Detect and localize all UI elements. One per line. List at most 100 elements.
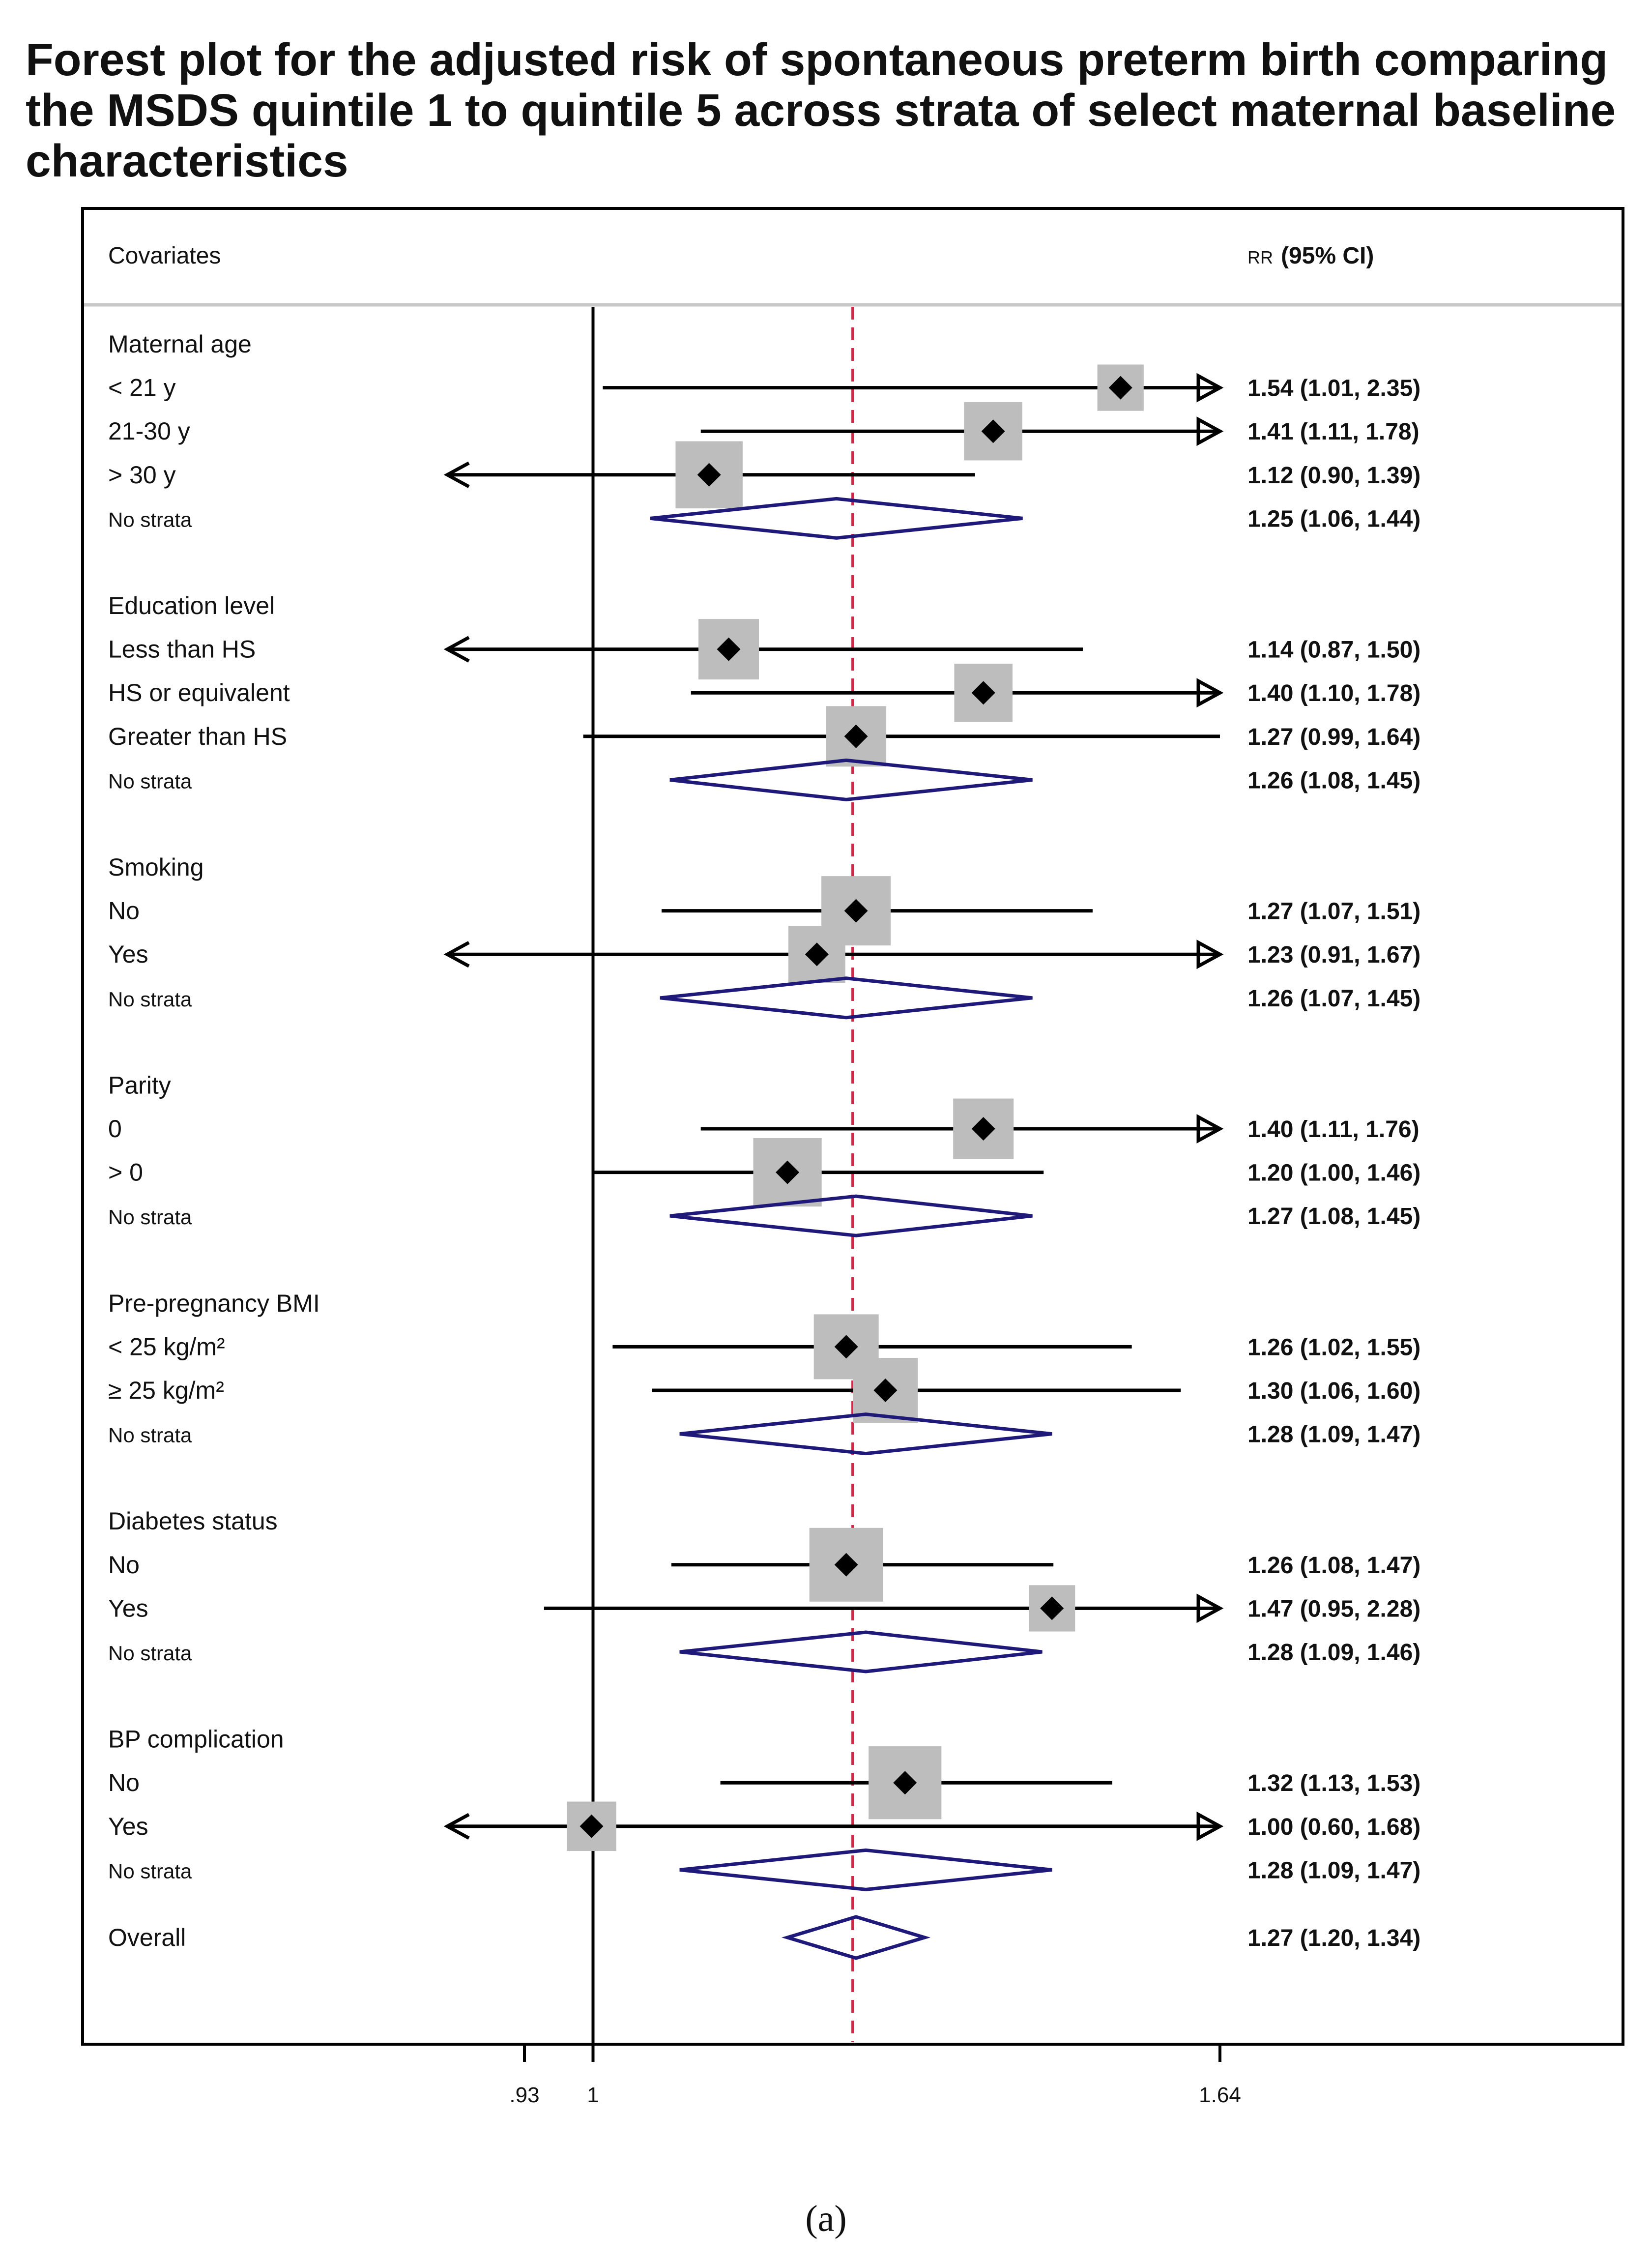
rr-ci-value: 1.32 (1.13, 1.53) [1247, 1770, 1420, 1796]
row-label: Yes [108, 1813, 148, 1840]
figure-caption: (a) [805, 2198, 847, 2239]
rr-ci-value: 1.14 (0.87, 1.50) [1247, 637, 1420, 663]
group-heading: BP complication [108, 1726, 284, 1753]
point-estimate [1108, 376, 1132, 400]
pooled-diamond [669, 758, 1033, 801]
ci-arrow-right [1196, 373, 1224, 403]
forest-row-1: Maternal age [108, 330, 252, 358]
rr-ci-value: 1.20 (1.00, 1.46) [1247, 1160, 1420, 1186]
forest-row-13: Yes 1.23 (0.91, 1.67) [108, 926, 1420, 983]
ci-arrow-right [1196, 678, 1224, 708]
row-label: 0 [108, 1115, 122, 1143]
row-label: No [108, 897, 140, 925]
header-rr-ci: RR (95% CI) [1247, 243, 1374, 269]
forest-row-5: No strata 1.25 (1.06, 1.44) [108, 497, 1420, 540]
row-label: No strata [108, 1642, 192, 1665]
group-heading: Parity [108, 1071, 171, 1099]
row-label: < 25 kg/m² [108, 1333, 225, 1360]
ci-arrow-left [443, 636, 470, 663]
forest-row-31: Overall 1.27 (1.20, 1.34) [108, 1915, 1420, 1960]
point-estimate [971, 1117, 995, 1141]
rr-ci-value: 1.23 (0.91, 1.67) [1247, 942, 1420, 968]
x-tick-label: 1.64 [1199, 2083, 1241, 2107]
point-estimate [834, 1335, 858, 1359]
group-heading: Smoking [108, 853, 204, 881]
point-estimate [981, 419, 1005, 443]
forest-row-16: 0 1.40 (1.11, 1.76) [108, 1098, 1420, 1159]
forest-row-19: Pre-pregnancy BMI [108, 1290, 320, 1317]
row-label: Overall [108, 1924, 186, 1951]
ci-arrow-right [1196, 1114, 1224, 1144]
ci-arrow-left [443, 1813, 470, 1840]
forest-row-27: BP complication [108, 1726, 284, 1753]
row-label: No [108, 1769, 140, 1796]
rr-ci-value: 1.26 (1.07, 1.45) [1247, 986, 1420, 1012]
forest-row-17: > 0 1.20 (1.00, 1.46) [108, 1138, 1420, 1207]
forest-row-3: 21-30 y 1.41 (1.11, 1.78) [108, 402, 1420, 461]
rr-ci-value: 1.12 (0.90, 1.39) [1247, 463, 1420, 489]
point-estimate [971, 681, 995, 705]
point-estimate [834, 1553, 858, 1577]
rr-ci-value: 1.00 (0.60, 1.68) [1247, 1814, 1420, 1840]
forest-row-30: No strata 1.28 (1.09, 1.47) [108, 1848, 1420, 1891]
forest-row-11: Smoking [108, 853, 204, 881]
row-label: > 30 y [108, 461, 176, 489]
ci-arrow-right [1196, 1593, 1224, 1623]
row-label: No strata [108, 769, 192, 793]
ci-arrow-left [443, 941, 470, 968]
forest-rows: Maternal age< 21 y 1.54 (1.01, 2.35)21-30… [108, 330, 1420, 1960]
rr-ci-value: 1.26 (1.08, 1.47) [1247, 1553, 1420, 1579]
forest-row-23: Diabetes status [108, 1507, 278, 1535]
point-estimate [844, 899, 868, 923]
row-label: < 21 y [108, 374, 176, 402]
rr-ci-value: 1.30 (1.06, 1.60) [1247, 1378, 1420, 1404]
row-label: > 0 [108, 1159, 143, 1186]
forest-row-24: No 1.26 (1.08, 1.47) [108, 1527, 1420, 1602]
rr-ci-value: 1.26 (1.02, 1.55) [1247, 1334, 1420, 1360]
plot-border [81, 207, 1624, 2046]
point-estimate [805, 942, 829, 967]
row-label: 21-30 y [108, 417, 190, 445]
row-label: Yes [108, 940, 148, 968]
group-heading: Pre-pregnancy BMI [108, 1290, 320, 1317]
forest-row-10: No strata 1.26 (1.08, 1.45) [108, 758, 1420, 801]
row-label: Yes [108, 1594, 148, 1622]
point-estimate [776, 1160, 800, 1184]
forest-row-9: Greater than HS 1.27 (0.99, 1.64) [108, 706, 1420, 767]
rr-ci-value: 1.28 (1.09, 1.47) [1247, 1857, 1420, 1883]
rr-ci-value: 1.54 (1.01, 2.35) [1247, 376, 1420, 402]
pooled-diamond [679, 1412, 1052, 1456]
overall-diamond [781, 1915, 931, 1960]
pooled-diamond [679, 1848, 1052, 1891]
forest-row-29: Yes 1.00 (0.60, 1.68) [108, 1801, 1420, 1851]
header-ci-label: (95% CI) [1281, 243, 1374, 269]
row-label: No strata [108, 988, 192, 1011]
forest-row-8: HS or equivalent 1.40 (1.10, 1.78) [108, 663, 1420, 722]
group-heading: Education level [108, 592, 275, 619]
rr-ci-value: 1.27 (1.08, 1.45) [1247, 1204, 1420, 1230]
point-estimate [717, 637, 741, 661]
pooled-diamond [679, 1630, 1043, 1674]
forest-row-15: Parity [108, 1071, 171, 1099]
rr-ci-value: 1.28 (1.09, 1.46) [1247, 1640, 1420, 1666]
forest-row-26: No strata 1.28 (1.09, 1.46) [108, 1630, 1420, 1674]
row-label: HS or equivalent [108, 679, 290, 706]
plot-frame: Covariates RR (95% CI) [81, 207, 1624, 2046]
row-label: Greater than HS [108, 723, 287, 750]
ci-arrow-right [1196, 416, 1224, 446]
reference-lines [591, 307, 854, 2044]
forest-row-7: Less than HS 1.14 (0.87, 1.50) [108, 619, 1420, 680]
point-estimate [1040, 1596, 1064, 1620]
row-label: No strata [108, 1205, 192, 1229]
header-rr-label: RR [1247, 247, 1273, 267]
pooled-diamond [660, 976, 1033, 1020]
rr-ci-value: 1.41 (1.11, 1.78) [1247, 419, 1420, 445]
forest-row-18: No strata 1.27 (1.08, 1.45) [108, 1194, 1420, 1237]
forest-row-21: ≥ 25 kg/m² 1.30 (1.06, 1.60) [108, 1358, 1420, 1423]
rr-ci-value: 1.40 (1.10, 1.78) [1247, 680, 1420, 706]
point-estimate [580, 1814, 604, 1838]
pooled-diamond [669, 1194, 1033, 1237]
group-heading: Diabetes status [108, 1507, 278, 1535]
group-heading: Maternal age [108, 330, 252, 358]
